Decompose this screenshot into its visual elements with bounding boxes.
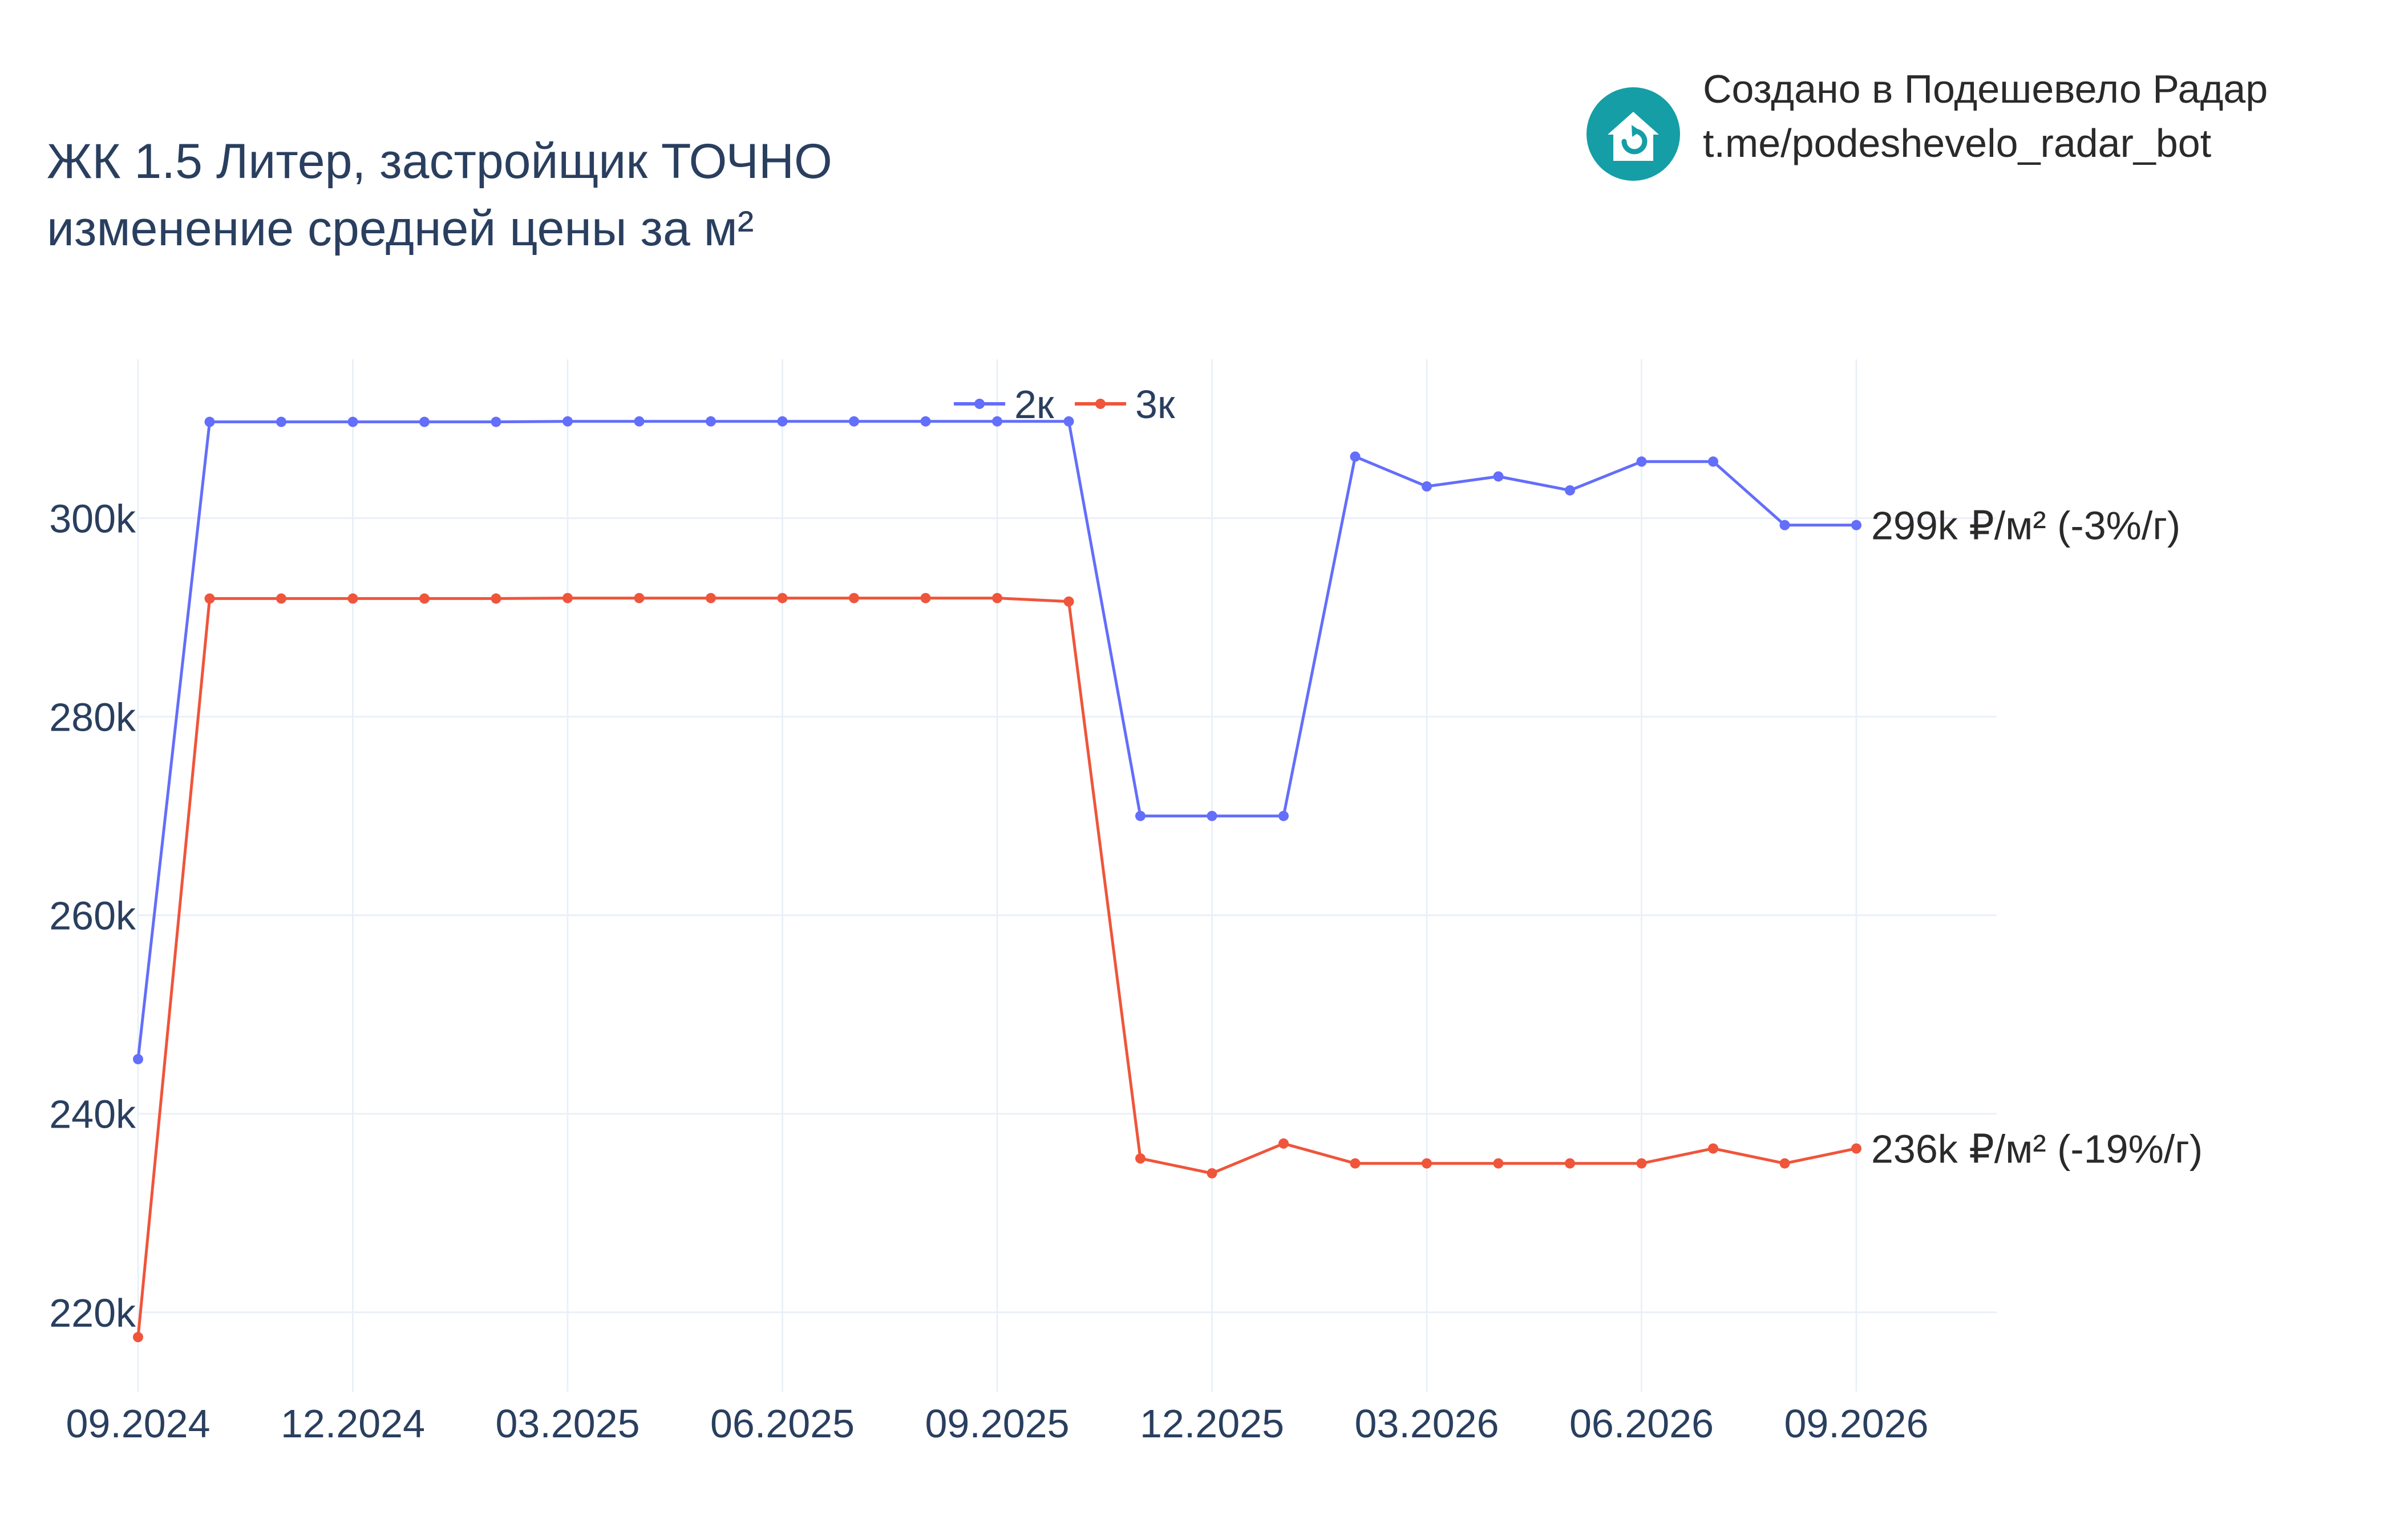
data-point-3k[interactable] [1422,1158,1432,1169]
y-tick-label: 240k [49,1092,136,1137]
legend: 2к 3к [954,382,1175,427]
refresh-arrow [1621,128,1648,155]
data-point-2k[interactable] [204,416,215,427]
data-point-3k[interactable] [1565,1158,1575,1169]
data-point-2k[interactable] [777,416,788,427]
legend-item-2k[interactable]: 2к [954,382,1054,427]
data-point-2k[interactable] [1207,810,1217,821]
data-point-3k[interactable] [1779,1158,1790,1169]
data-point-3k[interactable] [1135,1153,1146,1164]
data-point-3k[interactable] [849,593,859,603]
end-label-3k: 236k ₽/м² (-19%/г) [1871,1127,2203,1172]
data-point-3k[interactable] [419,593,430,604]
data-point-2k[interactable] [1422,481,1432,492]
data-point-3k[interactable] [491,593,501,604]
legend-label-2k: 2к [1014,382,1054,427]
data-point-2k[interactable] [1636,456,1647,467]
end-labels: 299k ₽/м² (-3%/г) 236k ₽/м² (-19%/г) [1871,504,2203,1172]
x-tick-label: 03.2026 [1354,1401,1499,1446]
grid [137,359,1997,1392]
data-point-3k[interactable] [1851,1143,1861,1154]
end-label-2k: 299k ₽/м² (-3%/г) [1871,504,2180,548]
house-shape [1608,112,1659,161]
series-3k [133,593,1861,1343]
brand-line1: Создано в Подешевело Радар [1703,67,2268,111]
data-point-3k[interactable] [992,593,1002,603]
data-point-3k[interactable] [1278,1138,1289,1149]
data-point-3k[interactable] [1350,1158,1361,1169]
data-point-3k[interactable] [204,593,215,604]
y-tick-label: 260k [49,894,136,938]
data-point-2k[interactable] [1350,451,1361,462]
data-point-3k[interactable] [1063,596,1074,607]
data-point-2k[interactable] [1851,520,1861,530]
x-tick-label: 12.2025 [1140,1401,1284,1446]
series-2k [133,416,1861,1064]
legend-item-3k[interactable]: 3к [1075,382,1175,427]
chart-title-line2: изменение средней цены за м² [47,201,754,256]
axis-labels: 220k 240k 260k 280k 300k 09.2024 12.2024 03.202… [49,496,1928,1446]
data-point-2k[interactable] [419,416,430,427]
data-point-3k[interactable] [347,593,358,604]
data-point-2k[interactable] [133,1053,143,1064]
x-tick-label: 09.2024 [66,1401,210,1446]
data-point-3k[interactable] [706,593,716,603]
data-point-2k[interactable] [1708,456,1718,467]
legend-label-3k: 3к [1135,382,1175,427]
data-point-3k[interactable] [562,593,573,603]
data-point-2k[interactable] [562,416,573,427]
data-point-2k[interactable] [1493,471,1504,482]
data-point-3k[interactable] [1636,1158,1647,1169]
x-tick-label: 03.2025 [495,1401,640,1446]
refresh-arrowhead [1632,125,1641,137]
brand-line2: t.me/podeshevelo_radar_bot [1703,121,2211,165]
x-tick-label: 12.2024 [281,1401,425,1446]
brand-logo [1586,87,1680,181]
data-point-2k[interactable] [1135,810,1146,821]
y-tick-label: 280k [49,695,136,740]
data-point-3k[interactable] [133,1332,143,1343]
data-point-3k[interactable] [276,593,286,604]
y-tick-label: 220k [49,1291,136,1335]
data-point-3k[interactable] [1207,1168,1217,1179]
data-point-2k[interactable] [992,416,1002,427]
x-tick-label: 09.2025 [925,1401,1069,1446]
series-layer [133,416,1861,1343]
data-point-2k[interactable] [1779,520,1790,530]
legend-marker-3k [1095,399,1106,409]
legend-marker-2k [974,399,985,409]
data-point-3k[interactable] [1708,1143,1718,1154]
data-point-2k[interactable] [706,416,716,427]
chart-title-line1: ЖК 1.5 Литер, застройщик ТОЧНО [47,134,832,189]
x-tick-label: 06.2026 [1569,1401,1714,1446]
data-point-2k[interactable] [1063,416,1074,427]
data-point-2k[interactable] [347,416,358,427]
data-point-2k[interactable] [920,416,931,427]
data-point-2k[interactable] [634,416,645,427]
x-tick-label: 06.2025 [710,1401,855,1446]
data-point-3k[interactable] [920,593,931,603]
data-point-2k[interactable] [1565,485,1575,496]
data-point-3k[interactable] [777,593,788,603]
data-point-2k[interactable] [1278,810,1289,821]
data-point-3k[interactable] [634,593,645,603]
data-point-2k[interactable] [849,416,859,427]
x-tick-label: 09.2026 [1784,1401,1928,1446]
data-point-3k[interactable] [1493,1158,1504,1169]
data-point-2k[interactable] [491,416,501,427]
y-tick-label: 300k [49,496,136,541]
data-point-2k[interactable] [276,416,286,427]
